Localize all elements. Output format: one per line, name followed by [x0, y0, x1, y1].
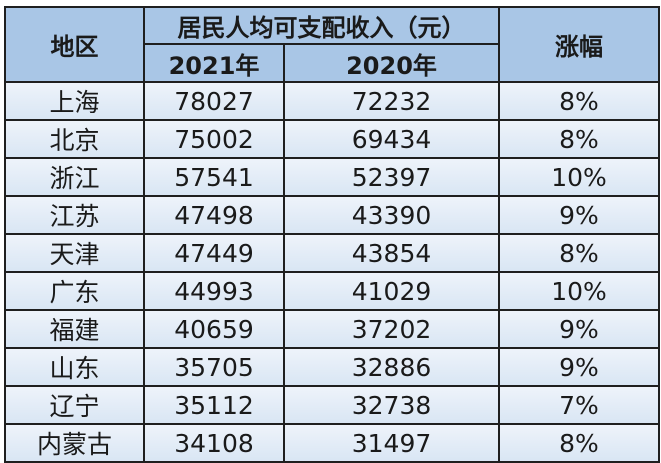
cell-2021: 47498	[143, 195, 285, 235]
header-growth: 涨幅	[498, 6, 660, 83]
cell-region: 广东	[4, 271, 145, 311]
table-row: 福建 40659 37202 9%	[4, 309, 660, 349]
cell-2021: 40659	[143, 309, 285, 349]
cell-2021: 47449	[143, 233, 285, 273]
cell-2020: 32886	[283, 347, 500, 387]
table-row: 上海 78027 72232 8%	[4, 81, 660, 121]
table-row: 广东 44993 41029 10%	[4, 271, 660, 311]
table-row: 江苏 47498 43390 9%	[4, 195, 660, 235]
cell-region: 江苏	[4, 195, 145, 235]
cell-2020: 43854	[283, 233, 500, 273]
cell-2021: 34108	[143, 423, 285, 463]
table-row: 山东 35705 32886 9%	[4, 347, 660, 387]
cell-growth: 8%	[498, 423, 660, 463]
cell-growth: 8%	[498, 81, 660, 121]
header-region: 地区	[4, 6, 145, 83]
table-row: 天津 47449 43854 8%	[4, 233, 660, 273]
cell-growth: 9%	[498, 195, 660, 235]
cell-region: 内蒙古	[4, 423, 145, 463]
cell-growth: 8%	[498, 119, 660, 159]
cell-growth: 10%	[498, 271, 660, 311]
cell-growth: 10%	[498, 157, 660, 197]
cell-region: 上海	[4, 81, 145, 121]
cell-2020: 72232	[283, 81, 500, 121]
cell-region: 北京	[4, 119, 145, 159]
cell-2020: 37202	[283, 309, 500, 349]
cell-2020: 52397	[283, 157, 500, 197]
table-row: 北京 75002 69434 8%	[4, 119, 660, 159]
cell-2021: 44993	[143, 271, 285, 311]
cell-2021: 35112	[143, 385, 285, 425]
cell-2021: 57541	[143, 157, 285, 197]
cell-region: 浙江	[4, 157, 145, 197]
header-2020: 2020年	[283, 43, 500, 83]
table-row: 辽宁 35112 32738 7%	[4, 385, 660, 425]
cell-2020: 69434	[283, 119, 500, 159]
cell-growth: 8%	[498, 233, 660, 273]
cell-region: 福建	[4, 309, 145, 349]
income-table: 地区 居民人均可支配收入（元） 涨幅 2021年 2020年 上海 78027 72…	[4, 6, 660, 463]
cell-region: 天津	[4, 233, 145, 273]
cell-2020: 32738	[283, 385, 500, 425]
cell-2021: 75002	[143, 119, 285, 159]
cell-growth: 7%	[498, 385, 660, 425]
table-row: 浙江 57541 52397 10%	[4, 157, 660, 197]
cell-region: 山东	[4, 347, 145, 387]
cell-growth: 9%	[498, 347, 660, 387]
cell-2021: 35705	[143, 347, 285, 387]
cell-2021: 78027	[143, 81, 285, 121]
cell-2020: 43390	[283, 195, 500, 235]
header-income-group: 居民人均可支配收入（元）	[143, 6, 500, 45]
table-row: 内蒙古 34108 31497 8%	[4, 423, 660, 463]
header-2021: 2021年	[143, 43, 285, 83]
cell-2020: 31497	[283, 423, 500, 463]
cell-growth: 9%	[498, 309, 660, 349]
cell-region: 辽宁	[4, 385, 145, 425]
cell-2020: 41029	[283, 271, 500, 311]
